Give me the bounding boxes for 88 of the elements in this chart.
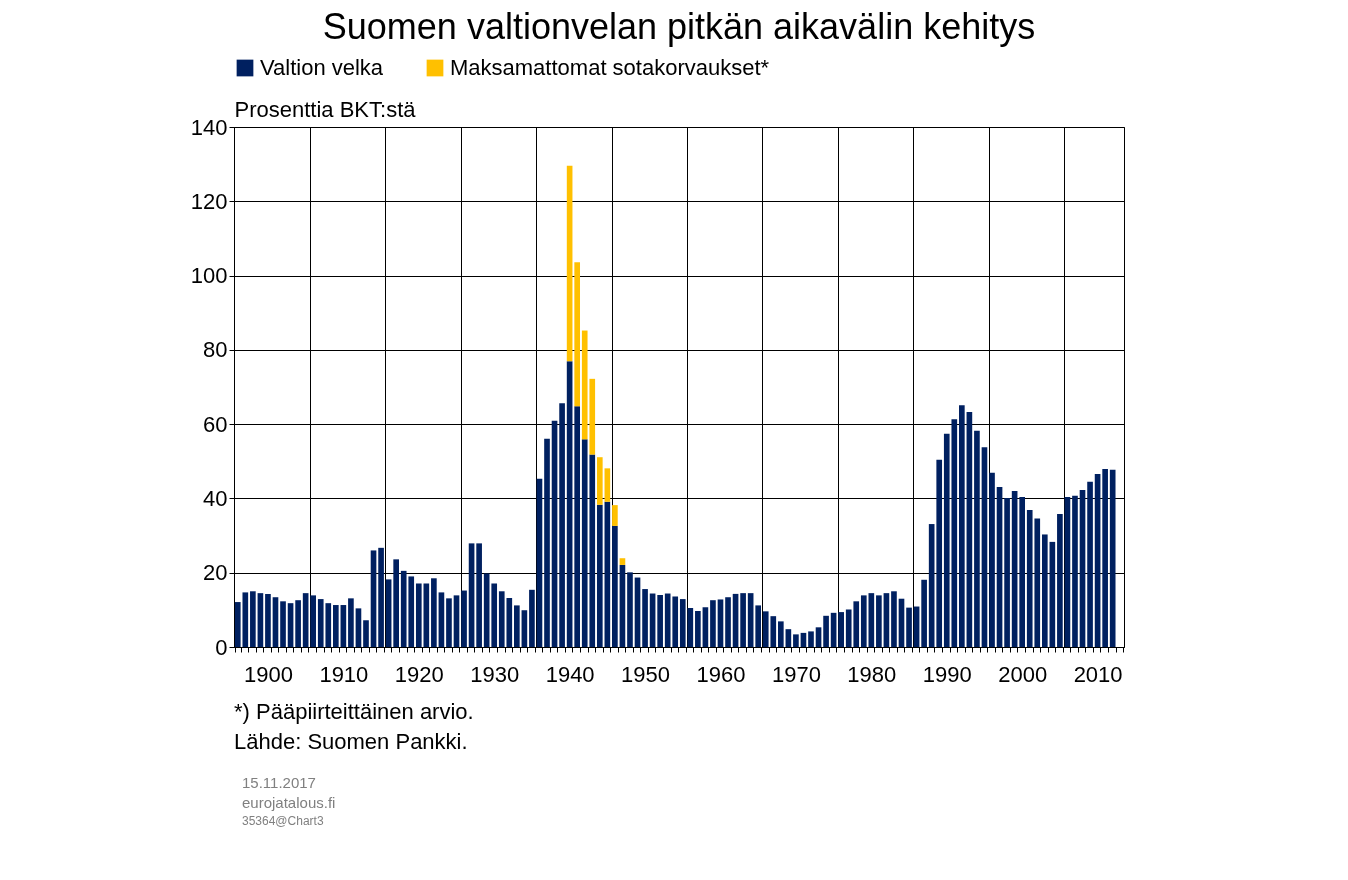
- text: *) Pääpiirteittäinen arvio.: [234, 699, 474, 724]
- text: 15.11.2017: [242, 774, 316, 791]
- bar: [1019, 496, 1026, 647]
- bar: [415, 583, 422, 647]
- bar: [891, 591, 897, 647]
- text: Lähde: Suomen Pankki.: [234, 729, 468, 754]
- bar: [393, 559, 399, 647]
- bar: [529, 589, 535, 647]
- text: eurojatalous.fi: [242, 794, 336, 811]
- bar: [1087, 481, 1093, 647]
- x-tick-label: 1930: [470, 661, 520, 687]
- bar: [989, 472, 995, 647]
- bar: [596, 504, 603, 647]
- bar: [612, 505, 618, 526]
- bar: [574, 262, 581, 407]
- y-tick-label: 20: [203, 560, 228, 586]
- bar: [378, 547, 384, 647]
- bar: [755, 605, 762, 647]
- bar: [1072, 495, 1078, 647]
- bar: [431, 578, 437, 647]
- x-tick-label: 1990: [922, 661, 972, 687]
- y-tick-label: 140: [190, 114, 228, 140]
- bar: [974, 430, 980, 647]
- bar: [574, 406, 581, 647]
- x-tick-label: 1910: [319, 661, 369, 687]
- bar: [808, 631, 814, 647]
- bar: [936, 459, 943, 647]
- bar: [1102, 469, 1108, 647]
- x-tick-label: 1960: [696, 661, 746, 687]
- bar: [876, 595, 882, 647]
- bar: [612, 525, 618, 647]
- y-tick-label: 120: [190, 188, 228, 214]
- bar: [823, 615, 829, 647]
- legend-label: Maksamattomat sotakorvaukset*: [450, 55, 770, 80]
- x-tick-label: 1980: [847, 661, 897, 687]
- bar: [921, 579, 927, 647]
- bar: [461, 590, 467, 647]
- y-tick-label: 0: [215, 634, 228, 660]
- bar: [310, 595, 317, 647]
- bar: [363, 620, 369, 647]
- bar: [710, 600, 716, 647]
- bar: [476, 543, 482, 647]
- bar: [332, 605, 339, 647]
- bar: [793, 634, 799, 647]
- text: 35364@Chart3: [242, 814, 324, 828]
- bar: [959, 405, 965, 647]
- y-tick-label: 40: [203, 485, 228, 511]
- bar: [280, 601, 286, 647]
- bar: [1057, 514, 1063, 647]
- bar: [657, 595, 663, 647]
- bar: [250, 591, 256, 647]
- bar: [838, 612, 844, 647]
- bar: [604, 468, 611, 502]
- chart-title: Suomen valtionvelan pitkän aikavälin kehitys: [322, 6, 1036, 47]
- x-tick-label: 1900: [243, 661, 293, 687]
- x-tick-label: 1920: [394, 661, 444, 687]
- bar: [642, 589, 648, 647]
- y-tick-label: 100: [190, 263, 228, 289]
- bar: [596, 457, 603, 505]
- bar: [544, 438, 550, 647]
- bar: [627, 572, 633, 647]
- y-tick-label: 80: [203, 337, 228, 363]
- bar: [619, 558, 626, 565]
- bar: [725, 597, 731, 647]
- bar: [695, 610, 701, 647]
- bar: [740, 593, 746, 647]
- x-tick-label: 2000: [998, 661, 1048, 687]
- bar: [1041, 534, 1048, 647]
- y-tick-label: 60: [203, 411, 228, 437]
- bar: [860, 595, 867, 647]
- bar: [906, 607, 912, 647]
- bar: [348, 598, 354, 647]
- bar: [491, 583, 498, 647]
- bar: [265, 593, 271, 647]
- x-tick-label: 1950: [621, 661, 671, 687]
- bar: [777, 621, 784, 647]
- x-tick-label: 2010: [1073, 661, 1123, 687]
- legend-label: Valtion velka: [260, 55, 384, 80]
- bar: [1004, 498, 1010, 647]
- bar: [1109, 469, 1116, 647]
- bar: [514, 605, 520, 647]
- bar: [815, 627, 822, 647]
- x-tick-label: 1970: [771, 661, 821, 687]
- bar: [295, 600, 301, 647]
- y-axis-title: Prosenttia BKT:stä: [234, 96, 417, 122]
- bar: [559, 403, 565, 647]
- bar: [446, 598, 452, 647]
- x-tick-label: 1940: [545, 661, 595, 687]
